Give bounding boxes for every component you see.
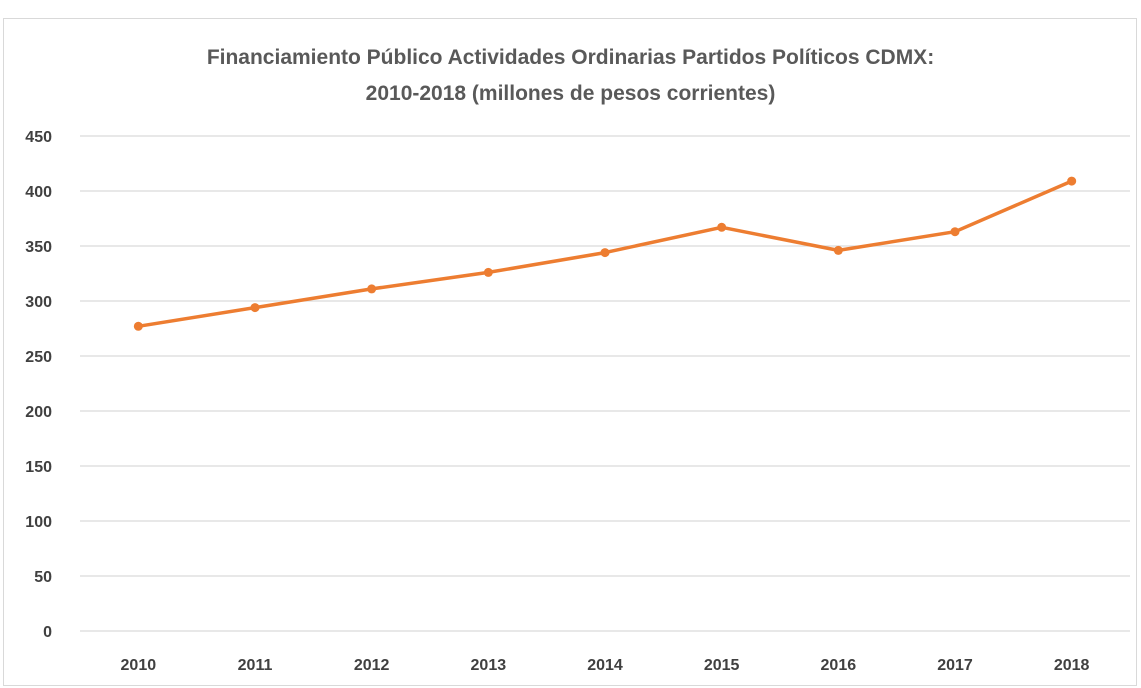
- x-tick-label-2016: 2016: [821, 657, 857, 674]
- y-tick-label-150: 150: [25, 459, 52, 476]
- x-tick-label-2015: 2015: [704, 657, 740, 674]
- y-tick-label-450: 450: [25, 129, 52, 146]
- data-point-2010: [133, 321, 143, 331]
- x-tick-label-2017: 2017: [937, 657, 973, 674]
- x-axis-tick-labels: 2010 2011 2012 2013 2014 2015 2016 2017 2018: [121, 657, 1090, 674]
- y-tick-label-350: 350: [25, 239, 52, 256]
- y-tick-label-400: 400: [25, 184, 52, 201]
- y-tick-label-200: 200: [25, 404, 52, 421]
- gridlines: [80, 135, 1130, 632]
- x-tick-label-2018: 2018: [1054, 657, 1090, 674]
- data-point-2013: [483, 267, 493, 277]
- data-point-2017: [950, 227, 960, 237]
- x-tick-label-2013: 2013: [471, 657, 507, 674]
- data-point-2014: [600, 248, 610, 258]
- x-tick-label-2014: 2014: [587, 657, 623, 674]
- data-point-2016: [833, 245, 843, 255]
- y-tick-label-0: 0: [43, 624, 52, 641]
- chart-frame: [3, 18, 1137, 686]
- y-tick-label-250: 250: [25, 349, 52, 366]
- y-tick-label-300: 300: [25, 294, 52, 311]
- series-layer: [133, 176, 1077, 331]
- data-point-2012: [367, 284, 377, 294]
- chart-title-line-1: Financiamiento Público Actividades Ordin…: [206, 46, 935, 69]
- chart-title-line-2: 2010-2018 (millones de pesos corrientes): [365, 82, 776, 105]
- x-tick-label-2012: 2012: [354, 657, 390, 674]
- data-point-2011: [250, 303, 260, 313]
- x-tick-label-2010: 2010: [121, 657, 157, 674]
- data-point-2015: [717, 222, 727, 232]
- y-tick-label-100: 100: [25, 514, 52, 531]
- data-point-2018: [1067, 176, 1077, 186]
- y-axis-tick-labels: 0 50 100 150 200 250 300 350 400 450: [25, 129, 52, 641]
- x-tick-label-2011: 2011: [238, 657, 273, 674]
- chart-title: Financiamiento Público Actividades Ordin…: [0, 40, 1141, 112]
- y-tick-label-50: 50: [34, 569, 52, 586]
